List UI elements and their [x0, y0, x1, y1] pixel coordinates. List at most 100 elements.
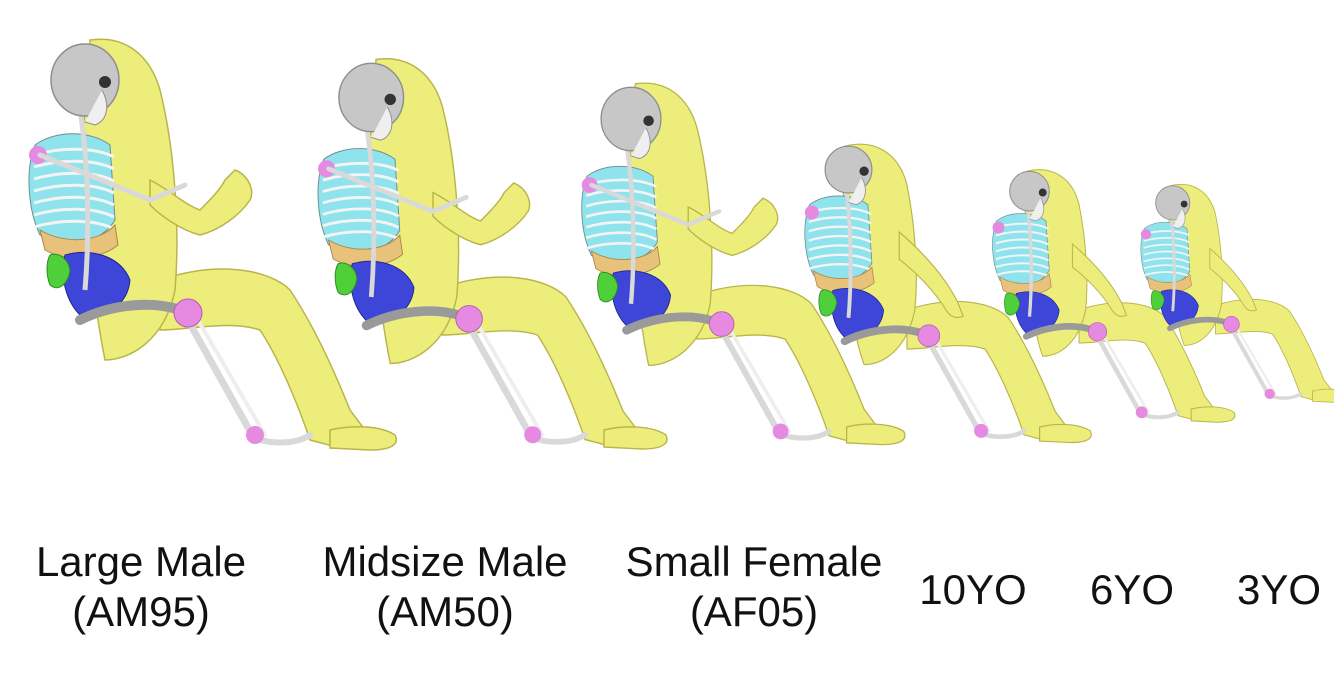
3yo-colon: [1150, 290, 1165, 311]
midsize-male-rib: [322, 173, 400, 184]
caption-small-female-code: (AF05): [689, 588, 819, 635]
midsize-male-rib: [322, 184, 400, 195]
10yo-arm-flesh: [898, 230, 964, 319]
large-male-jaw: [84, 89, 108, 126]
3yo-shoulder-joint: [1140, 229, 1152, 240]
10yo-tibia: [923, 334, 984, 438]
midsize-male-eye-socket: [384, 93, 396, 106]
6yo-rib: [995, 254, 1050, 262]
caption-6yo: 6YO: [1074, 565, 1190, 615]
10yo-rib: [808, 244, 872, 253]
6yo-rib: [995, 270, 1050, 278]
midsize-male-fibula: [473, 318, 545, 437]
6yo-foot-flesh: [1190, 406, 1236, 423]
small-female-ankle-joint: [772, 423, 789, 440]
3yo-rib: [1143, 257, 1190, 264]
large-male-arm-bones: [37, 152, 188, 203]
caption-large-male-name: Large Male: [35, 538, 247, 585]
caption-10yo-name: 10YO: [919, 566, 1027, 613]
6yo-rib: [995, 262, 1050, 270]
caption-3yo: 3YO: [1224, 565, 1334, 615]
midsize-male-leg-flesh: [441, 276, 640, 449]
midsize-male-ankle-joint: [524, 426, 542, 444]
small-female-rib: [585, 220, 658, 231]
large-male-femur: [75, 299, 185, 325]
large-male-rib: [33, 159, 115, 171]
6yo-tibia: [1093, 330, 1145, 418]
10yo-rib: [808, 253, 872, 262]
3yo-knee-joint: [1223, 316, 1240, 333]
body-model-3yo: [1140, 184, 1334, 403]
small-female-femur: [622, 312, 719, 335]
midsize-male-knee-joint: [455, 305, 483, 333]
large-male-arm-flesh: [149, 169, 253, 236]
midsize-male-rib: [322, 207, 400, 218]
small-female-knee-joint: [708, 311, 735, 337]
small-female-rib: [585, 231, 658, 241]
10yo-femur: [840, 325, 927, 346]
3yo-tibia: [1227, 323, 1272, 399]
caption-small-female-name: Small Female: [625, 538, 883, 585]
midsize-male-foot-flesh: [603, 426, 668, 450]
10yo-rib: [808, 234, 872, 244]
midsize-male-femur: [361, 306, 467, 331]
body-model-large-male: [28, 38, 397, 451]
caption-midsize-male-name: Midsize Male: [322, 538, 568, 585]
small-female-foot-flesh: [845, 423, 906, 446]
small-female-rib: [585, 241, 658, 252]
body-model-6yo: [992, 169, 1236, 423]
midsize-male-arm-bones: [326, 166, 469, 214]
6yo-rib: [995, 238, 1050, 246]
small-female-tibia: [715, 322, 784, 439]
large-male-rib: [33, 219, 115, 231]
large-male-rib: [33, 195, 115, 207]
large-male-leg-flesh: [159, 268, 367, 450]
small-female-colon: [597, 271, 619, 303]
midsize-male-arm-flesh: [432, 182, 531, 246]
6yo-ankle-joint: [1135, 406, 1148, 419]
small-female-arm-flesh: [687, 197, 779, 257]
3yo-jaw: [1172, 208, 1186, 229]
midsize-male-rib: [322, 196, 400, 207]
3yo-fibula: [1234, 324, 1277, 395]
large-male-knee-joint: [173, 298, 203, 328]
caption-3yo-name: 3YO: [1236, 566, 1322, 613]
3yo-rib: [1143, 250, 1190, 257]
caption-10yo: 10YO: [908, 565, 1038, 615]
6yo-rib: [995, 230, 1050, 238]
large-male-rib: [33, 171, 115, 183]
large-male-spine: [77, 109, 91, 291]
small-female-rib: [585, 199, 658, 210]
3yo-rib: [1143, 236, 1190, 244]
6yo-femur: [1022, 323, 1096, 340]
midsize-male-rib-lines: [322, 161, 400, 241]
caption-midsize-male: Midsize Male (AM50): [300, 537, 590, 637]
large-male-tibia: [181, 311, 259, 444]
10yo-colon: [818, 289, 838, 317]
10yo-rib: [808, 225, 872, 234]
midsize-male-colon: [334, 262, 358, 296]
human-body-models: [28, 38, 1334, 451]
caption-6yo-name: 6YO: [1089, 566, 1175, 613]
body-model-midsize-male: [317, 58, 668, 450]
small-female-rib-lines: [585, 178, 658, 252]
caption-large-male-code: (AM95): [72, 588, 210, 635]
small-female-jaw: [630, 127, 651, 160]
6yo-eye-socket: [1038, 188, 1047, 197]
10yo-shoulder-joint: [804, 205, 819, 220]
large-male-colon: [46, 253, 71, 289]
6yo-shoulder-joint: [992, 221, 1005, 234]
midsize-male-tibia: [462, 317, 537, 443]
3yo-eye-socket: [1180, 200, 1188, 208]
midsize-male-rib: [322, 230, 400, 241]
10yo-jaw: [848, 177, 866, 206]
6yo-jaw: [1029, 197, 1045, 222]
6yo-rib: [995, 246, 1050, 254]
10yo-rib: [808, 216, 872, 225]
6yo-fibula: [1100, 331, 1150, 414]
large-male-ankle-joint: [246, 426, 264, 444]
3yo-foot-flesh: [1311, 388, 1334, 403]
body-model-10yo: [804, 143, 1092, 444]
body-model-small-female: [581, 82, 906, 446]
